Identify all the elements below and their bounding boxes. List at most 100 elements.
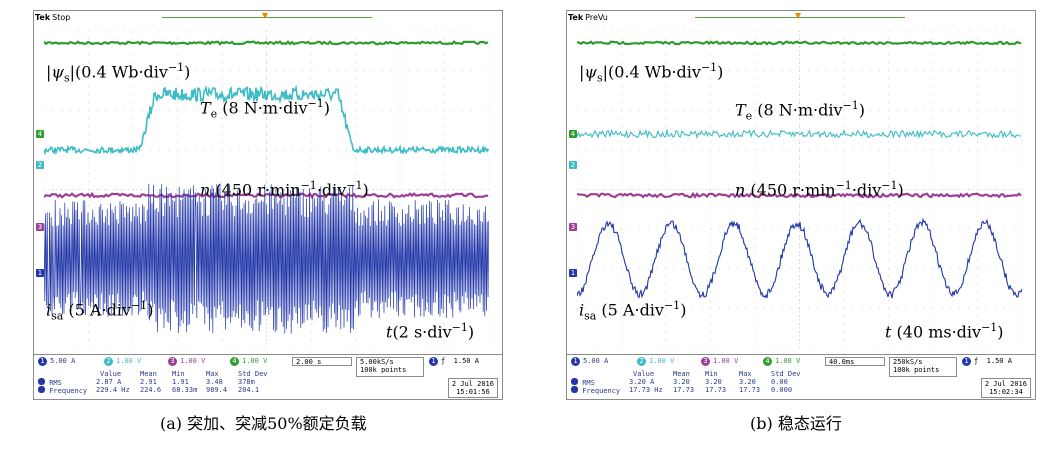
grid-dot <box>44 31 45 32</box>
grid-dot <box>985 109 987 111</box>
grid-dot <box>594 228 596 230</box>
grid-dot <box>577 181 578 183</box>
grid-dot <box>932 101 934 103</box>
grid-dot <box>488 141 489 143</box>
grid-dot <box>363 307 365 309</box>
grid-dot <box>932 93 934 95</box>
grid-dot <box>355 93 356 95</box>
grid-dot <box>1003 109 1005 111</box>
grid-dot <box>230 347 232 348</box>
grid-dot <box>870 228 872 230</box>
rms-row: RMS <box>571 378 595 387</box>
grid-dot <box>603 31 605 32</box>
grid-dot <box>577 299 578 301</box>
grid-dot <box>683 228 685 230</box>
grid-dot <box>1021 299 1022 301</box>
grid-dot <box>763 109 765 111</box>
grid-dot <box>61 109 63 111</box>
grid-dot <box>310 173 312 175</box>
grid-dot <box>212 31 214 32</box>
grid-dot <box>399 347 401 348</box>
ch3-marker: 3 <box>569 223 577 231</box>
grid-dot <box>629 109 631 111</box>
grid-dot <box>701 31 703 32</box>
scope-display: Tek PreVu 4 2 3 1 |ψs|(0.4 Wb·div−1) Te (… <box>566 10 1036 355</box>
grid-dot <box>337 31 339 32</box>
grid-dot <box>968 109 970 111</box>
grid-dot <box>372 109 374 111</box>
grid-dot <box>781 268 783 270</box>
grid-dot <box>1021 133 1022 135</box>
grid-dot <box>736 31 738 32</box>
grid-dot <box>1021 315 1022 317</box>
grid-dot <box>807 109 809 111</box>
grid-dot <box>665 62 667 64</box>
grid-dot <box>665 101 667 103</box>
grid-dot <box>745 31 747 32</box>
grid-dot <box>577 157 578 159</box>
grid-dot <box>1021 70 1022 72</box>
grid-dot <box>283 70 285 72</box>
grid-dot <box>710 284 711 286</box>
grid-dot <box>159 109 161 111</box>
grid-dot <box>310 70 312 72</box>
grid-dot <box>834 347 836 348</box>
grid-dot <box>888 101 889 103</box>
grid-dot <box>1012 109 1014 111</box>
grid-dot <box>843 260 845 262</box>
grid-dot <box>665 212 667 214</box>
grid-dot <box>372 189 374 190</box>
grid-dot <box>870 307 872 309</box>
grid-dot <box>790 70 792 72</box>
grid-dot <box>266 189 267 190</box>
grid-dot <box>638 307 640 309</box>
grid-dot <box>665 141 667 143</box>
scope-readout: 1 5.00 A 2 1.00 V 3 1.00 V 4 1.00 V 2.00 s 5… <box>33 355 503 400</box>
grid-dot <box>621 54 622 56</box>
grid-dot <box>843 117 845 119</box>
grid-dot <box>355 307 356 309</box>
grid-dot <box>968 228 970 230</box>
grid-dot <box>444 141 445 143</box>
grid-dot <box>799 315 800 317</box>
grid-dot <box>577 149 578 151</box>
grid-dot <box>44 109 45 111</box>
grid-dot <box>710 117 711 119</box>
grid-dot <box>621 117 622 119</box>
grid-dot <box>843 339 845 341</box>
grid-dot <box>754 85 756 87</box>
grid-dot <box>577 196 578 198</box>
grid-dot <box>665 315 667 317</box>
grid-dot <box>994 70 996 72</box>
grid-dot <box>594 268 596 270</box>
grid-dot <box>718 149 720 151</box>
grid-dot <box>399 315 401 317</box>
grid-dot <box>977 93 978 95</box>
grid-dot <box>96 109 98 111</box>
grid-dot <box>114 347 116 348</box>
grid-dot <box>168 149 170 151</box>
grid-dot <box>861 307 863 309</box>
grid-dot <box>710 46 711 48</box>
grid-dot <box>816 70 818 72</box>
grid-dot <box>141 149 143 151</box>
grid-dot <box>274 149 276 151</box>
grid-dot <box>710 220 711 222</box>
grid-dot <box>44 141 45 143</box>
grid-dot <box>594 307 596 309</box>
grid-dot <box>132 46 134 48</box>
grid-dot <box>977 54 978 56</box>
grid-dot <box>888 212 889 214</box>
grid-dot <box>879 307 881 309</box>
grid-dot <box>888 323 889 325</box>
grid-dot <box>905 189 907 190</box>
grid-dot <box>230 109 232 111</box>
grid-dot <box>444 212 445 214</box>
grid-dot <box>248 31 250 32</box>
grid-dot <box>488 181 489 183</box>
grid-dot <box>1021 331 1022 333</box>
grid-dot <box>177 109 178 111</box>
grid-dot <box>888 46 889 48</box>
grid-dot <box>754 31 756 32</box>
grid-dot <box>150 31 152 32</box>
